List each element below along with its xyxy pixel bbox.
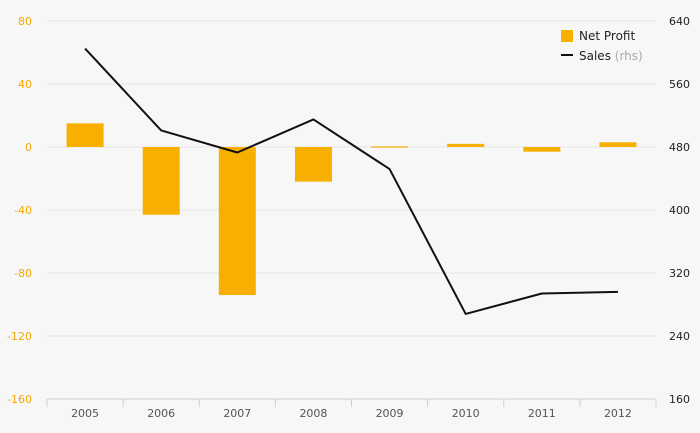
y-left-tick-label: -160 bbox=[7, 393, 32, 406]
legend-line-suffix: (rhs) bbox=[615, 49, 643, 63]
x-tick-label: 2007 bbox=[223, 407, 251, 420]
legend-bar-label: Net Profit bbox=[579, 29, 635, 43]
bar bbox=[218, 147, 256, 296]
legend-line-label: Sales bbox=[579, 49, 611, 63]
y-left-tick-label: 40 bbox=[18, 78, 32, 91]
bar bbox=[599, 142, 637, 147]
x-tick-label: 2006 bbox=[147, 407, 175, 420]
sales-line bbox=[84, 47, 618, 315]
bar bbox=[142, 147, 180, 215]
y-right-tick-label: 160 bbox=[669, 393, 690, 406]
x-tick-label: 2011 bbox=[528, 407, 556, 420]
y-left-tick-label: -80 bbox=[14, 267, 32, 280]
y-left-tick-label: 80 bbox=[18, 15, 32, 28]
x-tick-label: 2009 bbox=[376, 407, 404, 420]
y-right-tick-label: 240 bbox=[669, 330, 690, 343]
x-tick-label: 2012 bbox=[604, 407, 632, 420]
bar bbox=[294, 147, 332, 182]
gridlines bbox=[47, 20, 656, 400]
y-left-tick-label: 0 bbox=[25, 141, 32, 154]
y-right-tick-label: 400 bbox=[669, 204, 690, 217]
y-right-tick-label: 480 bbox=[669, 141, 690, 154]
axes: 80400-40-80-120-160640560480400320240160… bbox=[7, 15, 690, 420]
y-left-tick-label: -40 bbox=[14, 204, 32, 217]
bar bbox=[371, 146, 409, 148]
bar bbox=[66, 123, 104, 147]
bar-series bbox=[66, 123, 637, 296]
legend-bar-swatch bbox=[561, 30, 573, 42]
x-tick-label: 2010 bbox=[452, 407, 480, 420]
y-right-tick-label: 560 bbox=[669, 78, 690, 91]
line-series bbox=[84, 47, 618, 315]
y-right-tick-label: 640 bbox=[669, 15, 690, 28]
x-tick-label: 2008 bbox=[299, 407, 327, 420]
legend-line-label-group: Sales (rhs) bbox=[579, 49, 643, 63]
x-tick-label: 2005 bbox=[71, 407, 99, 420]
y-right-tick-label: 320 bbox=[669, 267, 690, 280]
bar bbox=[447, 143, 485, 147]
legend: Net Profit Sales (rhs) bbox=[561, 29, 643, 63]
bar bbox=[523, 147, 561, 152]
y-left-tick-label: -120 bbox=[7, 330, 32, 343]
